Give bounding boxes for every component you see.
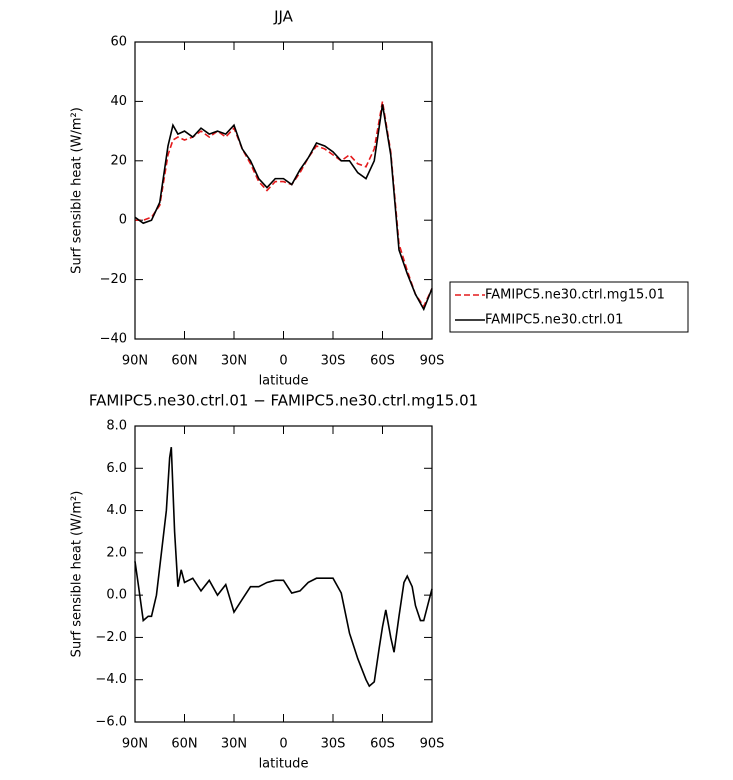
y-tick-label: −40 — [100, 332, 127, 347]
x-tick-label: 60N — [171, 737, 197, 752]
x-tick-label: 0 — [279, 354, 287, 369]
y-tick-label: 40 — [110, 94, 127, 109]
chart-title: JJA — [273, 8, 294, 26]
x-tick-label: 90N — [122, 354, 148, 369]
x-tick-label: 90S — [420, 354, 445, 369]
y-tick-label: 2.0 — [106, 545, 127, 560]
x-tick-label: 0 — [279, 737, 287, 752]
legend-label: FAMIPC5.ne30.ctrl.mg15.01 — [485, 288, 665, 303]
legend-box — [449, 281, 689, 333]
chart-title: FAMIPC5.ne30.ctrl.01 − FAMIPC5.ne30.ctrl… — [89, 392, 478, 410]
x-tick-label: 30S — [321, 354, 346, 369]
y-tick-label: −2.0 — [95, 630, 127, 645]
y-tick-label: 0.0 — [106, 588, 127, 603]
x-tick-label: 30N — [221, 737, 247, 752]
x-tick-label: 90N — [122, 737, 148, 752]
y-tick-label: −20 — [100, 272, 127, 287]
y-tick-label: 20 — [110, 153, 127, 168]
x-axis-label: latitude — [259, 757, 309, 772]
y-tick-label: 4.0 — [106, 503, 127, 518]
x-tick-label: 60S — [370, 737, 395, 752]
x-tick-label: 60N — [171, 354, 197, 369]
y-tick-label: 6.0 — [106, 461, 127, 476]
x-tick-label: 60S — [370, 354, 395, 369]
y-tick-label: −4.0 — [95, 672, 127, 687]
y-axis-label: Surf sensible heat (W/m²) — [70, 107, 85, 274]
legend-label: FAMIPC5.ne30.ctrl.01 — [485, 313, 623, 328]
data-line — [134, 447, 433, 688]
data-line — [134, 104, 433, 312]
y-tick-label: 60 — [110, 35, 127, 50]
x-tick-label: 90S — [420, 737, 445, 752]
plot-frame — [134, 425, 433, 723]
y-tick-label: 8.0 — [106, 419, 127, 434]
y-axis-label: Surf sensible heat (W/m²) — [70, 491, 85, 658]
y-tick-label: 0 — [119, 213, 127, 228]
plot-frame — [134, 41, 433, 340]
x-axis-label: latitude — [259, 374, 309, 389]
y-tick-label: −6.0 — [95, 715, 127, 730]
x-tick-label: 30N — [221, 354, 247, 369]
x-tick-label: 30S — [321, 737, 346, 752]
